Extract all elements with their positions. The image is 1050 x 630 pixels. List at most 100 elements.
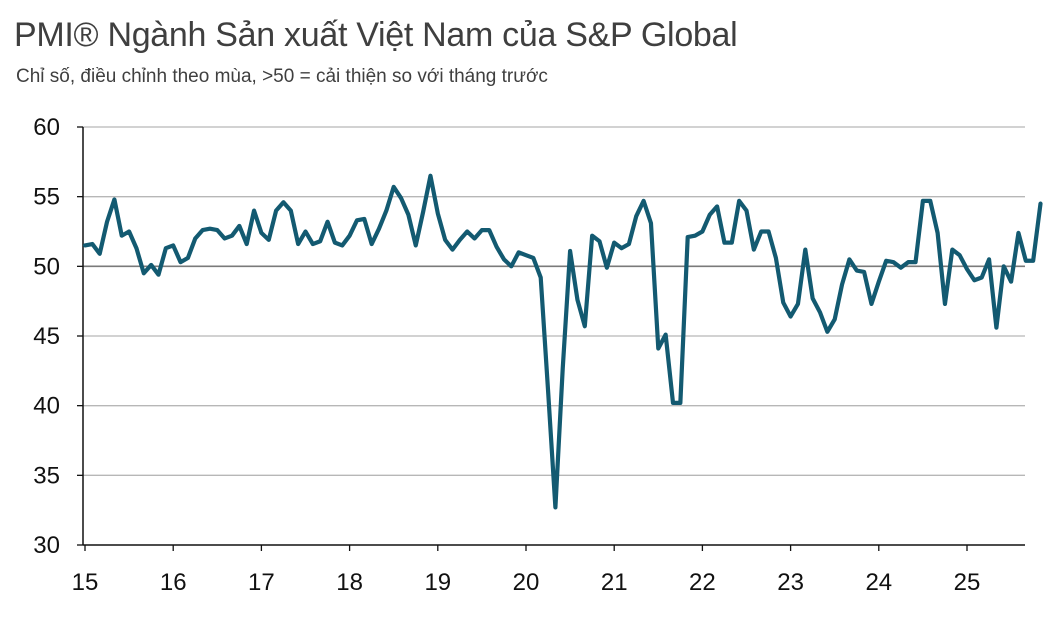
data-point xyxy=(635,215,638,218)
data-point xyxy=(907,261,910,264)
data-point xyxy=(407,213,410,216)
data-point xyxy=(605,266,608,269)
data-point xyxy=(252,209,255,212)
data-point xyxy=(172,244,175,247)
data-point xyxy=(730,241,733,244)
data-point xyxy=(642,199,645,202)
x-tick-label: 20 xyxy=(513,569,540,596)
data-point xyxy=(943,302,946,305)
data-point xyxy=(987,258,990,261)
data-point xyxy=(179,261,182,264)
data-point xyxy=(120,234,123,237)
data-point xyxy=(1024,259,1027,262)
data-point xyxy=(539,276,542,279)
data-point xyxy=(164,247,167,250)
data-point xyxy=(782,301,785,304)
pmi-series-line xyxy=(82,173,1043,510)
data-point xyxy=(789,315,792,318)
data-point xyxy=(671,401,674,404)
data-point xyxy=(826,330,829,333)
data-point xyxy=(767,230,770,233)
data-point xyxy=(811,297,814,300)
data-point xyxy=(282,201,285,204)
data-point xyxy=(569,249,572,252)
data-point xyxy=(627,242,630,245)
data-point xyxy=(105,220,108,223)
data-point xyxy=(554,506,557,509)
x-tick-label: 18 xyxy=(336,569,363,596)
data-point xyxy=(546,389,549,392)
data-point xyxy=(466,230,469,233)
data-point xyxy=(958,254,961,257)
data-point xyxy=(818,311,821,314)
data-point xyxy=(899,266,902,269)
data-point xyxy=(370,242,373,245)
data-point xyxy=(319,240,322,243)
data-point xyxy=(738,199,741,202)
data-point xyxy=(135,247,138,250)
x-tick-label: 21 xyxy=(601,569,628,596)
data-point xyxy=(517,251,520,254)
data-point xyxy=(885,259,888,262)
data-point xyxy=(422,210,425,213)
data-point xyxy=(348,234,351,237)
data-point xyxy=(973,279,976,282)
data-point xyxy=(223,237,226,240)
data-point xyxy=(385,209,388,212)
data-point xyxy=(892,261,895,264)
data-point xyxy=(686,235,689,238)
data-point xyxy=(708,213,711,216)
data-point xyxy=(951,248,954,251)
x-tick-label: 16 xyxy=(160,569,187,596)
x-tick-label: 15 xyxy=(72,569,99,596)
data-point xyxy=(91,242,94,245)
data-point xyxy=(510,265,513,268)
data-point xyxy=(914,261,917,264)
data-point xyxy=(701,230,704,233)
data-point xyxy=(186,256,189,259)
y-tick-label: 50 xyxy=(33,253,60,280)
data-point xyxy=(804,248,807,251)
data-point xyxy=(657,347,660,350)
chart-subtitle: Chỉ số, điều chỉnh theo mùa, >50 = cải t… xyxy=(16,66,548,87)
data-point xyxy=(399,196,402,199)
chart-title: PMI® Ngành Sản xuất Việt Nam của S&P Glo… xyxy=(14,16,738,54)
data-point xyxy=(877,280,880,283)
data-point xyxy=(649,222,652,225)
data-point xyxy=(216,229,219,232)
data-point xyxy=(995,326,998,329)
data-point xyxy=(473,237,476,240)
data-point xyxy=(444,238,447,241)
x-tick-label: 24 xyxy=(865,569,892,596)
data-point xyxy=(392,185,395,188)
data-point xyxy=(245,242,248,245)
data-point xyxy=(664,333,667,336)
data-point xyxy=(1017,231,1020,234)
data-point xyxy=(150,263,153,266)
data-point xyxy=(745,209,748,212)
data-point xyxy=(848,258,851,261)
data-point xyxy=(128,230,131,233)
x-tick-label: 17 xyxy=(248,569,275,596)
data-point xyxy=(341,244,344,247)
data-point xyxy=(693,234,696,237)
y-tick-label: 30 xyxy=(33,532,60,559)
data-point xyxy=(436,212,439,215)
y-tick-label: 55 xyxy=(33,184,60,211)
data-point xyxy=(929,199,932,202)
data-point xyxy=(679,401,682,404)
data-point xyxy=(414,244,417,247)
data-point xyxy=(488,229,491,232)
data-point xyxy=(333,241,336,244)
data-point xyxy=(576,298,579,301)
data-point xyxy=(194,237,197,240)
data-point xyxy=(311,242,314,245)
y-tick-label: 40 xyxy=(33,393,60,420)
data-point xyxy=(583,325,586,328)
data-point xyxy=(1002,265,1005,268)
data-point xyxy=(208,227,211,230)
data-point xyxy=(723,241,726,244)
x-tick-label: 23 xyxy=(777,569,804,596)
data-point xyxy=(752,248,755,251)
